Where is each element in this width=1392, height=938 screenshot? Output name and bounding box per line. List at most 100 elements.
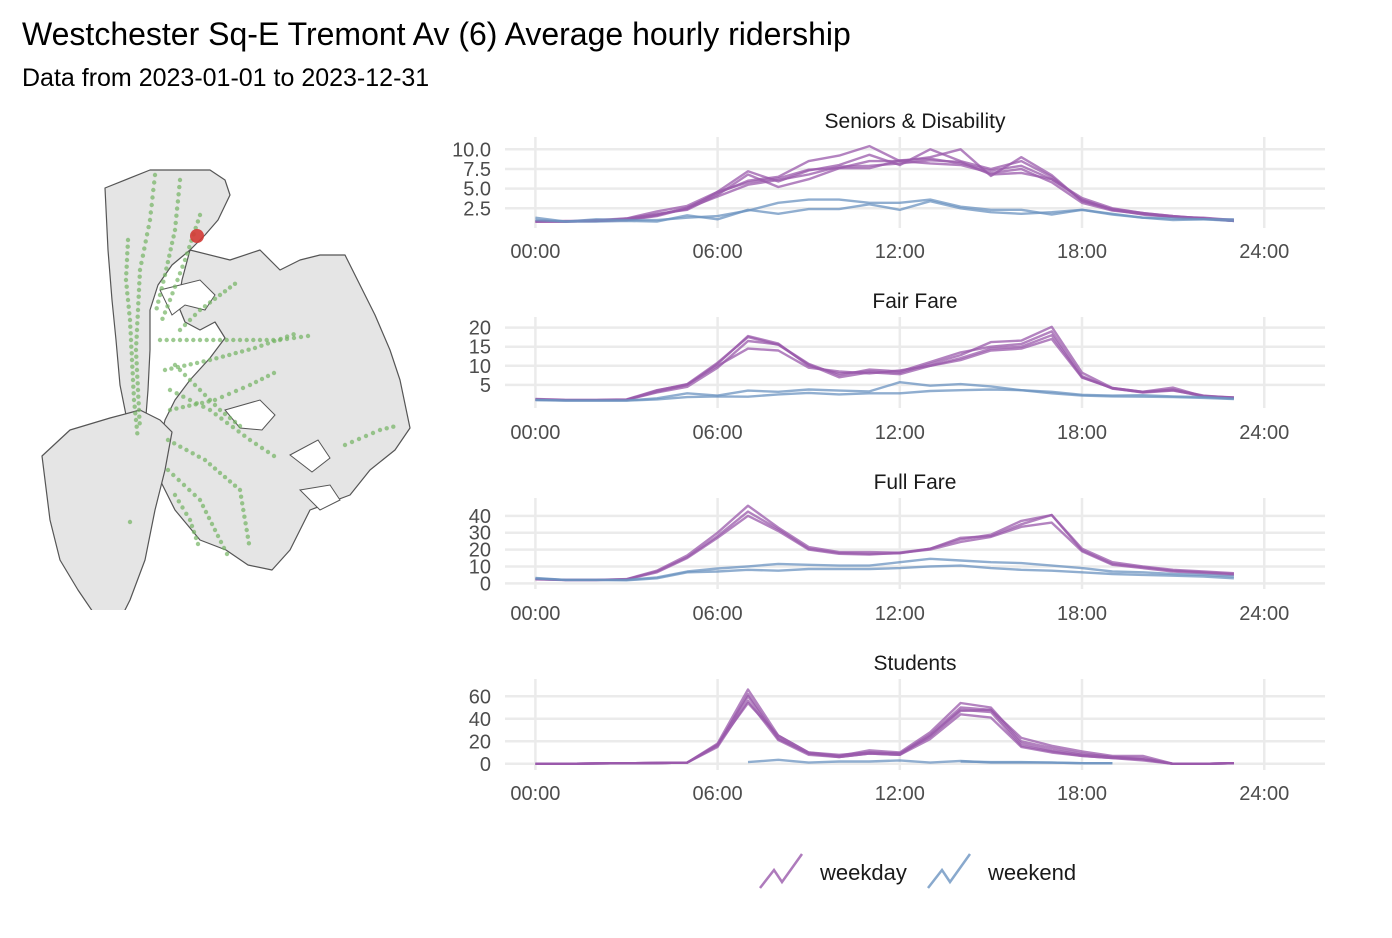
station-dot xyxy=(137,281,142,286)
station-dot xyxy=(227,415,233,421)
bronx-east-shape xyxy=(157,249,411,571)
station-dot xyxy=(197,387,203,393)
station-dot xyxy=(129,351,134,356)
station-dot xyxy=(240,385,246,391)
station-dot xyxy=(195,541,201,547)
station-dot xyxy=(238,494,244,499)
station-dot xyxy=(227,352,232,358)
station-dot xyxy=(134,424,139,429)
x-tick-label: 00:00 xyxy=(510,241,560,263)
station-dot xyxy=(177,177,183,183)
x-tick-label: 12:00 xyxy=(875,603,925,625)
station-dot xyxy=(151,187,156,193)
station-dot xyxy=(160,316,165,321)
station-dot xyxy=(165,304,170,309)
station-dot xyxy=(212,402,218,408)
station-dot xyxy=(227,479,233,484)
station-dot xyxy=(171,234,176,239)
station-dot xyxy=(187,403,192,408)
station-dot xyxy=(157,292,163,298)
station-dot xyxy=(188,362,193,367)
station-dot xyxy=(136,287,142,293)
station-dot xyxy=(201,359,206,364)
station-dot xyxy=(384,426,389,431)
station-dot xyxy=(152,172,158,178)
station-dot xyxy=(134,334,139,339)
staten-island-shape xyxy=(41,409,173,610)
station-dot xyxy=(131,384,136,389)
station-dot xyxy=(221,545,227,551)
station-dot xyxy=(356,436,362,442)
station-dot xyxy=(170,291,175,296)
station-dot xyxy=(220,354,226,359)
legend-label-weekend: weekend xyxy=(987,860,1076,885)
station-dot xyxy=(184,511,189,516)
y-tick-label: 7.5 xyxy=(463,159,491,181)
station-dot xyxy=(157,337,163,343)
station-dot xyxy=(134,361,139,366)
station-dot xyxy=(177,337,183,343)
facet-title: Seniors & Disability xyxy=(825,110,1006,133)
station-dot xyxy=(133,417,139,423)
station-dot xyxy=(259,376,265,382)
station-dot xyxy=(219,416,224,421)
station-dot xyxy=(176,477,181,483)
station-dot xyxy=(152,180,157,185)
station-dot xyxy=(224,551,230,557)
station-dot xyxy=(172,227,178,233)
station-dot xyxy=(135,374,140,379)
station-dot xyxy=(176,192,181,197)
station-dot xyxy=(169,240,175,246)
station-dot xyxy=(177,184,182,190)
station-dot xyxy=(212,296,218,301)
station-dot xyxy=(124,257,130,263)
station-dot xyxy=(174,206,180,211)
station-dot xyxy=(154,306,159,311)
station-dot xyxy=(222,474,228,480)
y-tick-label: 2.5 xyxy=(463,198,491,220)
station-dot xyxy=(168,247,173,252)
station-dot xyxy=(135,387,141,393)
station-dot xyxy=(187,244,192,250)
map-rivers xyxy=(159,279,341,511)
y-tick-label: 40 xyxy=(469,506,491,528)
x-tick-label: 00:00 xyxy=(510,783,560,805)
facet-panel: Seniors & Disability 2.55.07.510.0 00:00 06… xyxy=(452,110,1325,263)
x-tick-label: 00:00 xyxy=(510,603,560,625)
y-tick-label: 15 xyxy=(469,337,491,359)
station-dot xyxy=(184,251,190,256)
series-line-weekend xyxy=(535,388,1234,402)
station-dot xyxy=(202,392,208,398)
facet-title: Fair Fare xyxy=(872,290,957,313)
station-dot xyxy=(190,451,195,456)
y-tick-label: 0 xyxy=(480,754,491,776)
station-dot xyxy=(232,419,238,425)
station-dot xyxy=(298,334,304,340)
station-dot xyxy=(159,286,164,291)
station-dot xyxy=(212,466,218,471)
station-dot xyxy=(233,388,239,394)
station-dot xyxy=(123,277,129,283)
station-dot xyxy=(222,411,228,417)
station-dot xyxy=(182,257,188,263)
selected-station-marker xyxy=(190,229,204,243)
station-dot xyxy=(231,337,236,343)
station-dot xyxy=(135,431,140,436)
station-dot xyxy=(177,367,183,373)
station-dot xyxy=(212,527,218,533)
series-line-weekday xyxy=(535,514,1234,582)
station-dot xyxy=(246,541,252,546)
station-dot xyxy=(173,220,178,226)
station-dot xyxy=(391,424,396,429)
station-dot xyxy=(148,210,153,215)
x-tick-label: 24:00 xyxy=(1239,422,1289,444)
station-dot xyxy=(156,299,161,304)
station-dot xyxy=(182,372,188,378)
station-dot xyxy=(259,343,264,348)
station-dot xyxy=(182,363,187,368)
y-tick-label: 60 xyxy=(469,686,491,708)
x-tick-label: 06:00 xyxy=(693,783,743,805)
y-tick-label: 30 xyxy=(469,523,491,545)
station-dot xyxy=(214,356,219,361)
station-dot xyxy=(146,224,151,230)
